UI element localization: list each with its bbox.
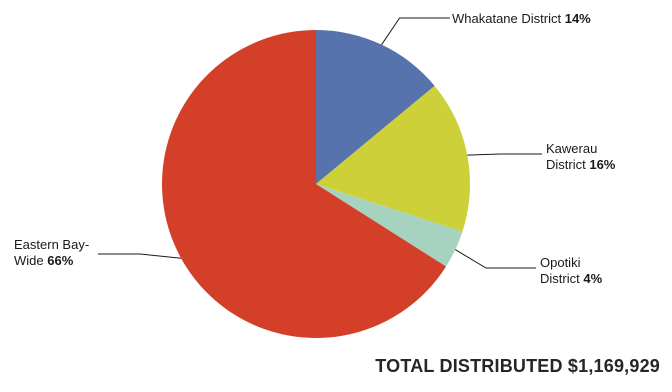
pie-slice-whakatane-district xyxy=(316,30,435,184)
leader-line-opotiki-district xyxy=(455,249,536,269)
label-eastern-line1: Eastern Bay- xyxy=(14,237,90,252)
leader-line-whakatane-district xyxy=(381,17,450,45)
pie-slice-eastern-bay-wide xyxy=(162,30,447,338)
pie-slice-opotiki-district xyxy=(316,184,463,267)
label-eastern-pct: 66% xyxy=(47,253,74,268)
label-opotiki-pct: 4% xyxy=(583,271,603,286)
leader-line-kawerau-district xyxy=(467,153,542,156)
label-opotiki-line2: District xyxy=(540,271,580,286)
total-distributed: TOTAL DISTRIBUTED $1,169,929 xyxy=(375,356,660,376)
label-kawerau-line2: District xyxy=(546,157,586,172)
label-eastern-line2: Wide xyxy=(14,253,44,268)
label-whakatane-name: Whakatane District xyxy=(452,11,562,26)
label-opotiki: Opotiki District 4% xyxy=(540,255,602,287)
label-kawerau-line1: Kawerau xyxy=(546,141,598,156)
label-eastern: Eastern Bay- Wide 66% xyxy=(14,237,89,269)
label-kawerau-pct: 16% xyxy=(589,157,616,172)
label-whakatane-pct: 14% xyxy=(564,11,591,26)
leader-line-eastern-bay-wide xyxy=(98,253,182,259)
label-whakatane: Whakatane District 14% xyxy=(452,11,591,27)
pie-slice-kawerau-district xyxy=(316,85,470,232)
label-kawerau: Kawerau District 16% xyxy=(546,141,615,173)
label-opotiki-line1: Opotiki xyxy=(540,255,581,270)
